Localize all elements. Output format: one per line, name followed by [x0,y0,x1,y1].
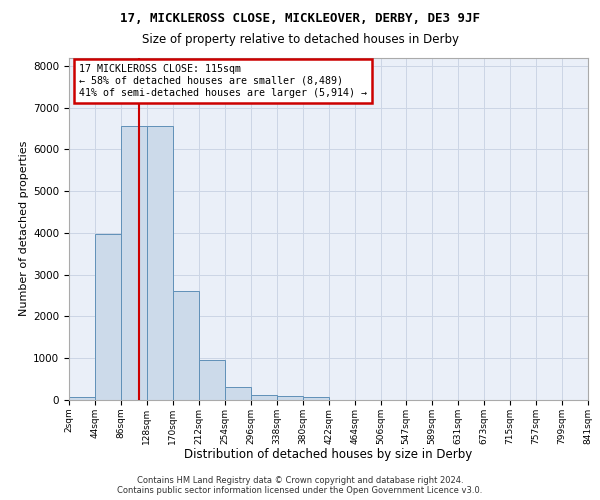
Bar [173,290,199,400]
Bar [147,126,173,400]
Text: 17, MICKLEROSS CLOSE, MICKLEOVER, DERBY, DE3 9JF: 17, MICKLEROSS CLOSE, MICKLEOVER, DERBY,… [120,12,480,26]
X-axis label: Distribution of detached houses by size in Derby: Distribution of detached houses by size … [184,448,473,461]
Bar [69,396,95,400]
Text: 17 MICKLEROSS CLOSE: 115sqm
← 58% of detached houses are smaller (8,489)
41% of : 17 MICKLEROSS CLOSE: 115sqm ← 58% of det… [79,64,367,98]
Text: Contains HM Land Registry data © Crown copyright and database right 2024.
Contai: Contains HM Land Registry data © Crown c… [118,476,482,495]
Bar [199,360,225,400]
Bar [225,388,251,400]
Bar [251,395,277,400]
Bar [303,396,329,400]
Y-axis label: Number of detached properties: Number of detached properties [19,141,29,316]
Text: Size of property relative to detached houses in Derby: Size of property relative to detached ho… [142,32,458,46]
Bar [95,234,121,400]
Bar [121,126,147,400]
Bar [277,396,303,400]
